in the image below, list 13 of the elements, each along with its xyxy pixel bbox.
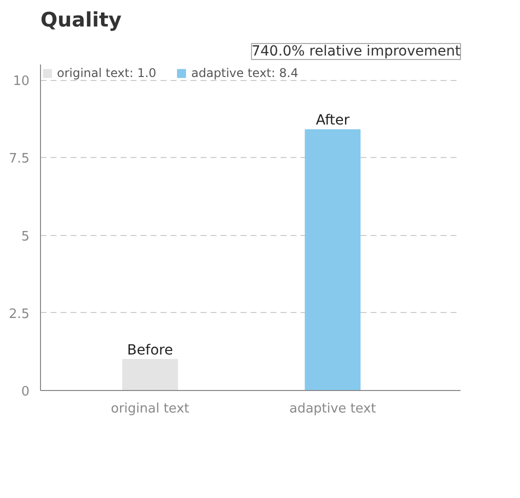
x-tick-label: adaptive text [289, 402, 376, 416]
y-tick-label: 0 [21, 384, 30, 400]
legend-label: adaptive text: 8.4 [191, 66, 298, 80]
annotation: After [316, 112, 350, 129]
x-tick-label: original text [110, 402, 190, 416]
text: 740.0% relative improvement [251, 44, 462, 60]
legend-label: original text: 1.0 [57, 66, 156, 80]
y-tick-label: 10 [12, 74, 30, 90]
annotation: Before [127, 342, 173, 358]
y-tick-label: 5 [21, 229, 30, 244]
y-tick-label: 2.5 [8, 306, 30, 322]
chart-title: Quality [40, 8, 122, 32]
y-tick-label: 7.5 [8, 152, 30, 167]
